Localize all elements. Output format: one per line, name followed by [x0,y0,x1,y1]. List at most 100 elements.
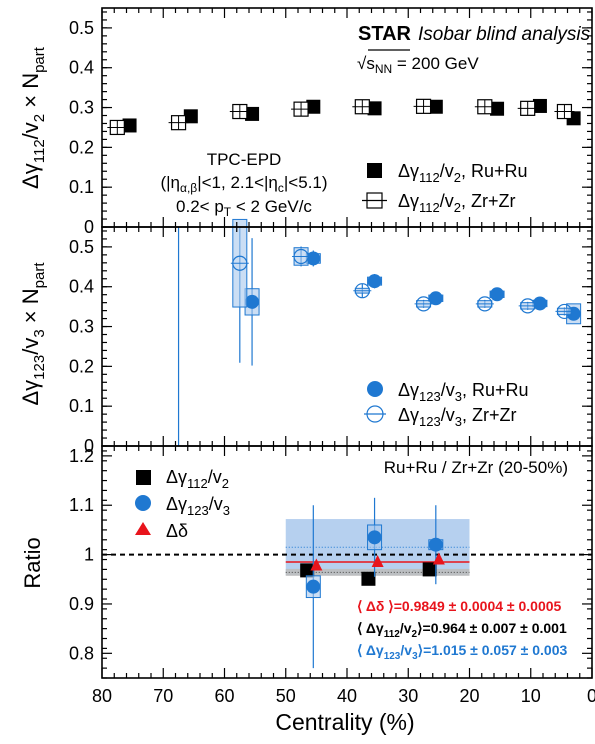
data-marks [107,98,582,669]
legend-mid-ru-label: Δγ123/v3, Ru+Ru [398,380,529,404]
avg-delta-val: =0.9849 ± 0.0004 ± 0.0005 [394,598,562,614]
energy-label: √sNN = 200 GeV [357,49,479,76]
avg-g123-sub2: 3 [412,651,418,662]
xlabel: Centrality (%) [275,709,414,735]
ylabel-bottom: Ratio [20,537,45,588]
ylabel-mid-sub: 123 [31,355,48,380]
ylabel-mid-pre: Δγ [18,380,43,406]
leg-top-zr-post: , Zr+Zr [461,191,516,211]
ytick-label-middle: 0.5 [69,237,94,257]
legend-top-ru-label: Δγ112/v2, Ru+Ru [398,161,528,185]
leg-top-ru-mid: /v [440,161,454,181]
ylabel-top: Δγ112/v2 × Npart [18,46,48,189]
ytick-label-bottom: 1.1 [69,495,94,515]
ytick-label-bottom: 1.2 [69,446,94,466]
eta-sub-ab: α,β [180,181,197,195]
point-bottom [310,558,323,571]
xtick-label: 30 [398,686,418,706]
point-top [122,118,137,133]
avg-g112-val: ⟩=0.964 ± 0.007 ± 0.001 [417,620,567,636]
point-bottom [422,562,437,577]
ylabel-mid-mid: /v [18,338,43,355]
point-middle [532,296,547,311]
leg-top-ru-sub2: 2 [454,170,461,185]
avg-g123-val: ⟩=1.015 ± 0.057 ± 0.003 [418,642,568,658]
ytick-label-bottom: 0.8 [69,643,94,663]
energy-sub: NN [375,62,392,76]
leg-mid-ru-sub: 123 [419,389,441,404]
point-bottom [428,537,443,552]
ytick-label-middle: 0.1 [69,396,94,416]
pt-post: < 2 GeV/c [231,197,312,216]
ytick-label-top: 0.4 [69,58,94,78]
avg-g112-sub2: 2 [412,629,418,640]
eta-cuts-a: (|η [160,173,180,192]
ylabel-top-post: × N [18,73,43,114]
legend-bot-g112-label: Δγ112/v2 [166,467,229,491]
ytick-label-middle: 0 [84,436,94,456]
legend-top-ru-marker [367,163,382,178]
point-top [245,106,260,121]
ytick-label-middle: 0.3 [69,317,94,337]
frame-middle [101,226,593,447]
xtick-label: 0 [587,686,595,706]
point-top [367,101,382,116]
leg-bot-g112-sub: 112 [187,476,208,491]
leg-bot-g123-sub2: 3 [223,503,230,518]
point-bottom [361,571,376,586]
pt-sub: T [224,205,232,219]
leg-mid-ru-post: , Ru+Ru [462,380,529,400]
legend-top-zr-marker [362,192,387,209]
ylabel-top-sub3: part [31,46,48,73]
eta-cuts-label: (|ηα,β|<1, 2.1<|ηc|<5.1) [160,173,327,195]
point-middle [428,291,443,306]
leg-top-ru-post: , Ru+Ru [461,161,528,181]
leg-bot-g123-sub: 123 [187,503,209,518]
legend-top: Δγ112/v2, Ru+Ru Δγ112/v2, Zr+Zr [362,161,528,215]
ytick-label-middle: 0.2 [69,356,94,376]
leg-bot-g123-mid: /v [209,494,223,514]
xtick-label: 40 [337,686,357,706]
leg-top-zr-sub2: 2 [454,200,461,215]
avg-g112-text: ⟨ Δγ112/v2⟩=0.964 ± 0.007 ± 0.001 [357,620,567,640]
eta-cuts-c: |<5.1) [284,173,328,192]
leg-top-zr-mid: /v [440,191,454,211]
leg-mid-zr-pre: Δγ [398,405,419,425]
xtick-label: 10 [521,686,541,706]
ylabel-mid-post: × N [18,288,43,329]
ytick-label-top: 0 [84,217,94,237]
legend-bottom: Δγ112/v2 Δγ123/v3 Δδ [135,467,230,541]
header-star: STAR [358,23,412,45]
ytick-label-middle: 0.4 [69,277,94,297]
legend-bot-delta-marker [135,522,151,535]
leg-top-ru-sub: 112 [419,170,440,185]
eta-sub-c: c [278,181,284,195]
header-blind: Isobar blind analysis [418,24,591,45]
energy-value: = 200 GeV [392,54,479,73]
leg-mid-ru-mid: /v [441,380,455,400]
ylabel-mid: Δγ123/v3 × Npart [18,262,48,406]
avg-g123-pre: ⟨ Δγ [357,642,384,658]
legend-mid-zr-marker [364,405,386,423]
legend-mid-zr-label: Δγ123/v3, Zr+Zr [398,405,516,429]
energy-sqrt: √s [357,54,375,73]
ylabel-top-sub2: 2 [31,114,48,122]
ytick-label-bottom: 1 [84,545,94,565]
point-top [490,101,505,116]
point-top [306,99,321,114]
leg-top-zr-pre: Δγ [398,191,419,211]
leg-mid-zr-sub2: 3 [455,414,462,429]
point-middle [490,287,505,302]
legend-bot-g123-marker [135,495,151,511]
ylabel-mid-sub2: 3 [31,329,48,337]
xtick-label: 20 [459,686,479,706]
pt-label: 0.2< pT < 2 GeV/c [176,197,312,219]
point-middle [245,294,260,309]
point-bottom [300,563,315,578]
point-bottom [371,555,384,567]
leg-mid-ru-sub2: 3 [455,389,462,404]
xtick-label: 70 [153,686,173,706]
avg-g123-text: ⟨ Δγ123/v3⟩=1.015 ± 0.057 ± 0.003 [357,642,568,662]
point-bottom [306,579,321,594]
